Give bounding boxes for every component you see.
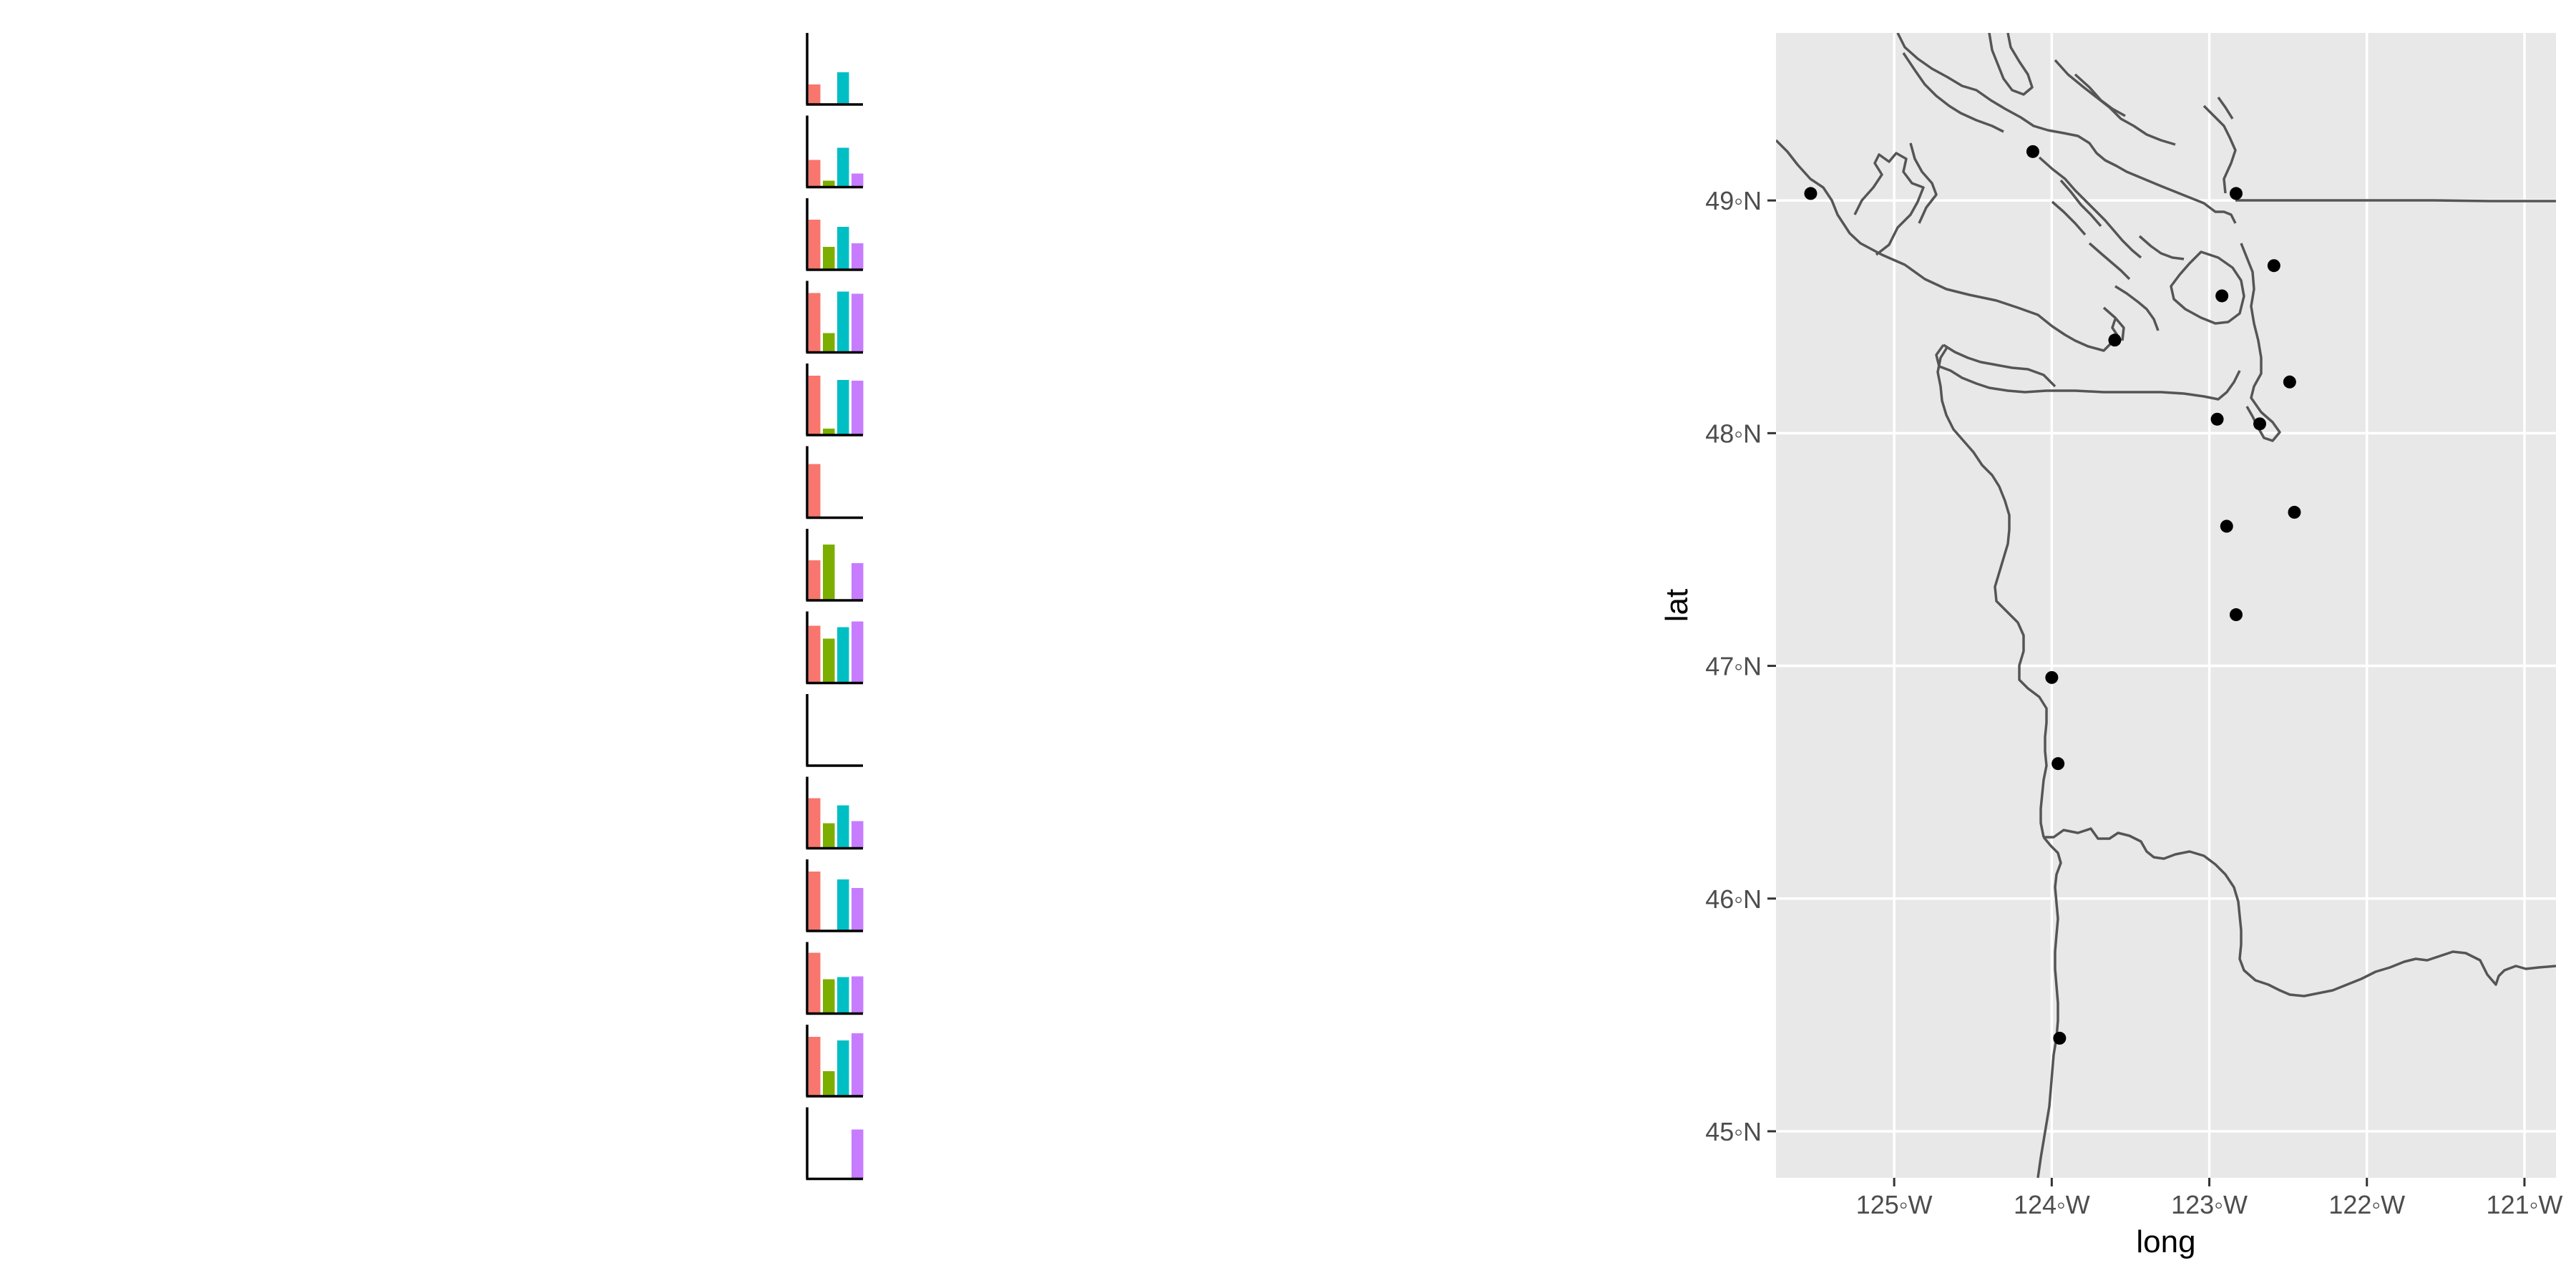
mini-bar xyxy=(809,798,821,849)
mini-bar xyxy=(852,173,864,187)
mini-bar xyxy=(852,243,864,270)
mini-bar-chart xyxy=(806,115,864,189)
station-point xyxy=(2108,333,2122,347)
mini-bar xyxy=(837,879,849,931)
mini-bar xyxy=(809,84,821,104)
mini-bar xyxy=(823,333,835,353)
mini-bar-chart xyxy=(806,1107,864,1181)
mini-bar xyxy=(823,979,835,1014)
mini-bar xyxy=(852,293,864,353)
mini-bar-charts xyxy=(806,33,864,1181)
station-point xyxy=(2220,519,2233,533)
mini-bar xyxy=(852,1033,864,1096)
mini-bar xyxy=(852,381,864,435)
mini-bar xyxy=(837,1040,849,1096)
station-points xyxy=(1804,145,2301,1045)
mini-bar xyxy=(809,464,821,518)
x-tick-label: 123◦W xyxy=(2171,1190,2248,1219)
mini-bar-chart xyxy=(806,280,864,354)
coastline-outline xyxy=(1776,33,2556,1178)
mini-bar xyxy=(809,220,821,270)
mini-bar xyxy=(837,977,849,1014)
map-gridlines xyxy=(1776,33,2556,1178)
station-point xyxy=(2283,375,2296,389)
mini-bar-chart xyxy=(806,364,864,436)
mini-bar xyxy=(837,380,849,435)
y-axis-label: lat xyxy=(1659,589,1694,622)
mini-bar-chart xyxy=(806,694,863,767)
mini-bar xyxy=(837,147,849,187)
y-tick-label: 46◦N xyxy=(1705,884,1762,914)
x-tick-label: 125◦W xyxy=(1856,1190,1933,1219)
mini-bar-chart xyxy=(806,198,864,271)
mini-bar xyxy=(809,293,821,353)
station-point xyxy=(2210,412,2224,426)
x-tick-label: 124◦W xyxy=(2014,1190,2090,1219)
mini-bar-chart xyxy=(806,529,864,602)
station-point xyxy=(2045,670,2059,684)
mini-bar xyxy=(823,429,835,435)
mini-bar xyxy=(823,545,835,600)
station-point xyxy=(2253,417,2267,431)
mini-bar xyxy=(823,823,835,849)
mini-bar xyxy=(837,627,849,683)
map-plot: 125◦W 124◦W 123◦W 122◦W 121◦W 45◦N 46◦N 47◦N 48… xyxy=(1659,33,2562,1259)
station-point xyxy=(2053,1031,2067,1045)
station-point xyxy=(2229,187,2243,200)
station-point xyxy=(2215,289,2229,303)
mini-bar xyxy=(809,160,821,187)
mini-bar xyxy=(823,180,835,187)
mini-bar xyxy=(837,227,849,270)
y-tick-label: 47◦N xyxy=(1705,652,1762,681)
mini-bar xyxy=(852,621,864,683)
mini-bar-chart xyxy=(806,611,864,685)
station-point xyxy=(1804,187,1818,200)
y-tick-label: 45◦N xyxy=(1705,1117,1762,1146)
mini-bar xyxy=(809,872,821,931)
station-point xyxy=(2288,505,2301,519)
mini-bar xyxy=(823,1071,835,1096)
mini-bar-chart xyxy=(806,776,864,850)
mini-bar-chart xyxy=(806,942,864,1015)
mini-bar xyxy=(852,1129,864,1179)
station-point xyxy=(2051,757,2065,771)
mini-bar-chart xyxy=(806,446,863,519)
x-tick-label: 121◦W xyxy=(2487,1190,2563,1219)
y-tick-label: 49◦N xyxy=(1705,186,1762,215)
mini-bar-chart xyxy=(806,859,864,932)
mini-bar-chart xyxy=(806,1025,864,1098)
mini-bar xyxy=(852,563,864,600)
mini-bar xyxy=(852,976,864,1014)
mini-bar xyxy=(837,291,849,353)
mini-bar xyxy=(809,952,821,1014)
station-point xyxy=(2267,259,2280,273)
x-axis-label: long xyxy=(2136,1224,2195,1259)
mini-bar xyxy=(852,821,864,849)
y-tick-label: 48◦N xyxy=(1705,419,1762,448)
x-axis: 125◦W 124◦W 123◦W 122◦W 121◦W xyxy=(1856,1178,2563,1219)
y-axis: 45◦N 46◦N 47◦N 48◦N 49◦N xyxy=(1705,186,1776,1146)
map-panel xyxy=(1776,33,2556,1178)
mini-bar xyxy=(837,72,849,104)
x-tick-label: 122◦W xyxy=(2328,1190,2405,1219)
mini-bar xyxy=(823,638,835,683)
mini-bar xyxy=(809,625,821,683)
mini-bar xyxy=(837,805,849,849)
station-point xyxy=(2026,145,2039,158)
mini-bar xyxy=(809,376,821,435)
mini-bar xyxy=(823,247,835,270)
mini-bar xyxy=(852,888,864,931)
mini-bar xyxy=(809,560,821,600)
mini-bar-chart xyxy=(806,33,863,106)
mini-bar xyxy=(809,1037,821,1096)
station-point xyxy=(2229,608,2243,622)
